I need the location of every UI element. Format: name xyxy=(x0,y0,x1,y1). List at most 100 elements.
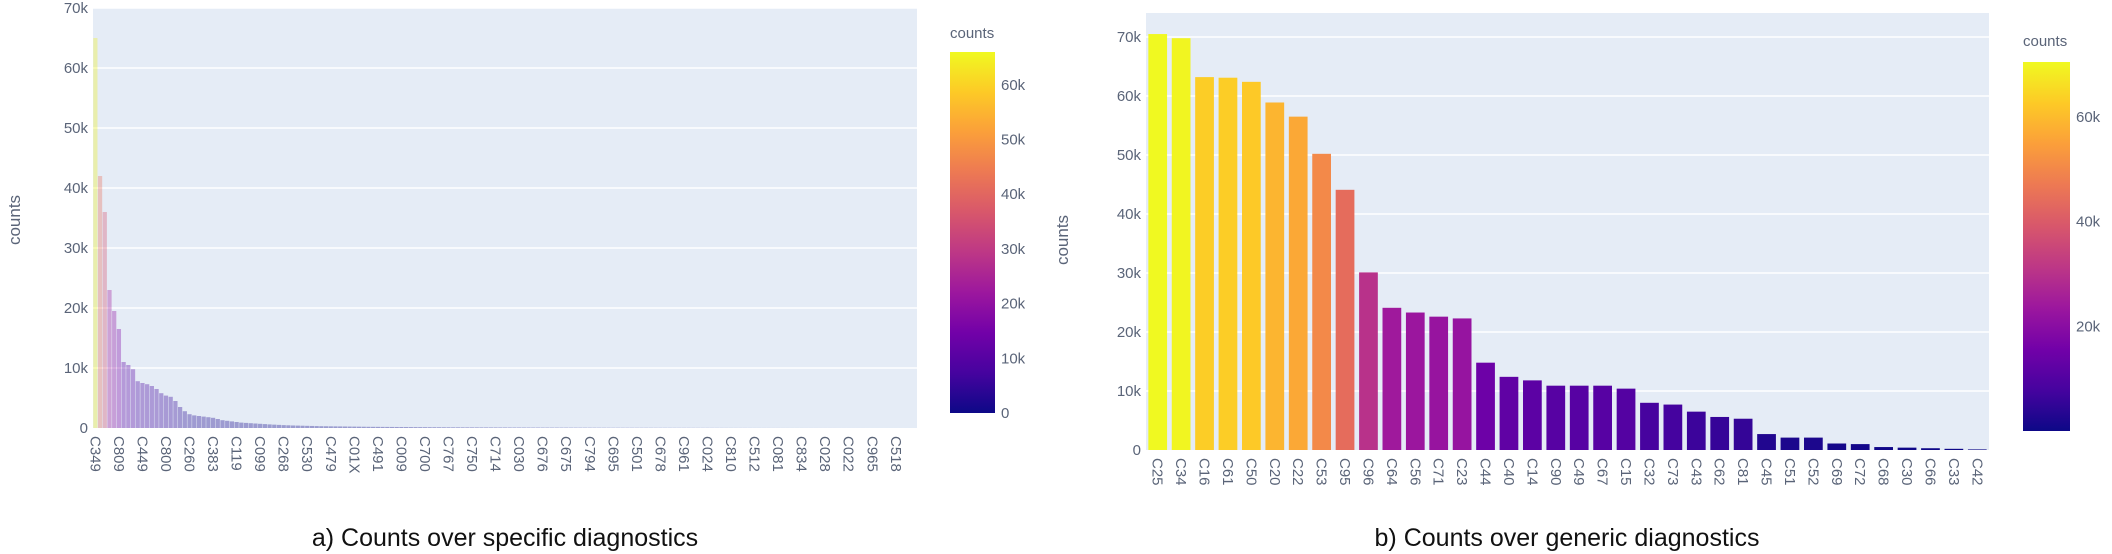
bar xyxy=(1171,38,1191,451)
bar xyxy=(1429,316,1449,450)
bar xyxy=(173,401,178,428)
colorbar-tick-label: 10k xyxy=(1001,350,1026,367)
y-tick-label: 30k xyxy=(64,240,89,257)
bar xyxy=(342,426,348,428)
x-tick-label: C501 xyxy=(628,436,645,472)
bar xyxy=(361,426,366,428)
x-tick-label: C081 xyxy=(769,436,786,472)
bar xyxy=(493,427,498,428)
bar xyxy=(225,420,230,428)
bar xyxy=(201,416,206,428)
bar xyxy=(1897,447,1917,450)
y-tick-label: 60k xyxy=(64,60,89,77)
x-tick-label: C800 xyxy=(157,436,174,472)
bar xyxy=(276,424,282,428)
x-tick-label: C022 xyxy=(840,436,857,472)
bar xyxy=(295,425,300,428)
x-tick-label: C714 xyxy=(487,436,504,472)
x-tick-label: C695 xyxy=(604,436,621,472)
x-tick-label: C32 xyxy=(1640,458,1657,486)
bar xyxy=(239,422,244,428)
bar xyxy=(258,423,263,428)
bar xyxy=(1944,448,1964,450)
bar xyxy=(413,427,418,428)
x-tick-label: C099 xyxy=(251,436,268,472)
x-tick-label: C67 xyxy=(1594,458,1611,486)
plot-background xyxy=(1146,13,1989,450)
colorbar-tick-label: 50k xyxy=(1001,132,1026,149)
x-tick-label: C49 xyxy=(1570,458,1587,486)
bar xyxy=(112,311,117,428)
colorbar-tick-label: 40k xyxy=(2076,214,2101,231)
bar xyxy=(1499,376,1519,450)
bar xyxy=(210,417,216,428)
bar xyxy=(309,425,315,428)
bar xyxy=(163,395,169,428)
bar xyxy=(1265,102,1285,451)
x-tick-label: C119 xyxy=(228,436,245,471)
bar xyxy=(229,421,235,428)
x-tick-label: C42 xyxy=(1968,458,1985,486)
x-tick-label: C15 xyxy=(1617,458,1634,486)
x-tick-label: C23 xyxy=(1453,458,1470,486)
bar xyxy=(389,426,395,428)
bar xyxy=(460,427,465,428)
bar xyxy=(1593,385,1612,450)
colorbar-tick-label: 60k xyxy=(1001,77,1026,94)
bar xyxy=(220,420,225,428)
x-tick-label: C95 xyxy=(1336,458,1353,486)
bar xyxy=(262,424,267,428)
bar xyxy=(422,427,428,428)
bar xyxy=(1686,411,1706,450)
bar xyxy=(1780,437,1800,450)
colorbar xyxy=(2023,62,2070,431)
bar xyxy=(192,415,197,428)
x-tick-label: C512 xyxy=(746,436,763,472)
bar xyxy=(1850,444,1870,450)
bar xyxy=(267,424,272,428)
chart-specific-diagnostics: 0 10k 20k 30k 40k 50k 60k 70k counts C349 C809 C449… xyxy=(5,0,1026,552)
bar xyxy=(1148,34,1168,451)
bar xyxy=(116,329,122,428)
bar xyxy=(404,427,409,428)
bar xyxy=(300,425,305,428)
bar xyxy=(182,411,187,428)
bar xyxy=(1312,153,1331,450)
bar xyxy=(1733,418,1753,450)
bar xyxy=(1827,443,1847,450)
bar xyxy=(1523,380,1542,450)
x-tick-label: C53 xyxy=(1313,458,1330,486)
y-tick-label: 20k xyxy=(1117,324,1142,341)
colorbar-tick-label: 20k xyxy=(1001,296,1026,313)
x-tick-label: C030 xyxy=(510,436,527,472)
x-tick-label: C34 xyxy=(1172,458,1189,486)
bar xyxy=(408,427,413,428)
colorbar-tick-label: 30k xyxy=(1001,241,1026,258)
bar xyxy=(432,427,437,428)
bar xyxy=(1804,437,1823,450)
bar xyxy=(319,426,324,428)
x-tick-label: C518 xyxy=(887,436,904,472)
bar xyxy=(281,425,286,428)
bar xyxy=(1335,189,1355,450)
chart-generic-diagnostics: 0 10k 20k 30k 40k 50k 60k 70k counts C25 C34 C16 C61… xyxy=(1053,13,2101,552)
x-tick-label: C794 xyxy=(581,436,598,472)
x-tick-label: C965 xyxy=(863,436,880,472)
bar xyxy=(479,427,484,428)
x-tick-label: C71 xyxy=(1430,458,1447,486)
bar xyxy=(502,427,508,428)
bar xyxy=(451,427,456,428)
bar xyxy=(474,427,479,428)
y-tick-label: 70k xyxy=(1117,29,1142,46)
x-tick-label: C028 xyxy=(816,436,833,472)
bar xyxy=(154,389,159,428)
bar xyxy=(356,426,362,428)
bar xyxy=(177,407,183,428)
bar xyxy=(272,424,277,428)
bar xyxy=(234,422,239,428)
x-tick-label: C96 xyxy=(1359,458,1376,486)
bar xyxy=(333,426,338,428)
plot-background xyxy=(93,8,917,428)
x-tick-label: C383 xyxy=(204,436,221,472)
